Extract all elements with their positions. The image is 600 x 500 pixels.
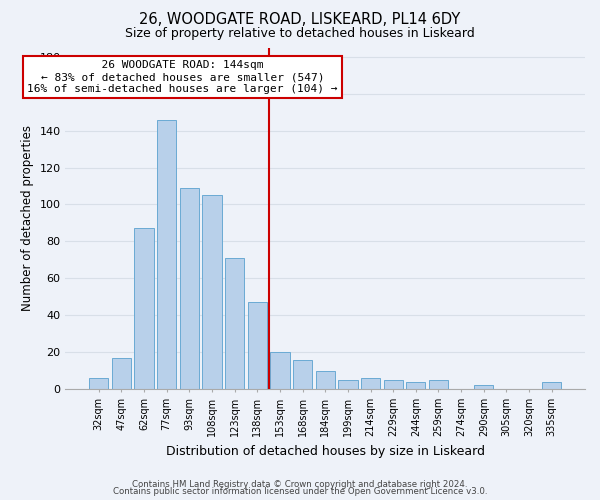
Bar (134, 228, 154, 389)
Text: 26 WOODGATE ROAD: 144sqm  
← 83% of detached houses are smaller (547)
16% of sem: 26 WOODGATE ROAD: 144sqm ← 83% of detach… (27, 60, 338, 94)
Y-axis label: Number of detached properties: Number of detached properties (21, 126, 34, 312)
Bar (89, 378, 109, 389)
X-axis label: Distribution of detached houses by size in Liskeard: Distribution of detached houses by size … (166, 444, 485, 458)
Text: Size of property relative to detached houses in Liskeard: Size of property relative to detached ho… (125, 28, 475, 40)
Bar (429, 380, 448, 389)
Bar (406, 382, 425, 389)
Bar (202, 195, 221, 389)
Bar (225, 258, 244, 389)
Bar (271, 352, 290, 389)
Bar (542, 382, 562, 389)
Bar (474, 386, 493, 389)
Bar (293, 360, 312, 389)
Bar (248, 302, 267, 389)
Bar (361, 378, 380, 389)
Bar (180, 188, 199, 389)
Bar (112, 358, 131, 389)
Bar (316, 370, 335, 389)
Text: 26, WOODGATE ROAD, LISKEARD, PL14 6DY: 26, WOODGATE ROAD, LISKEARD, PL14 6DY (139, 12, 461, 28)
Text: Contains public sector information licensed under the Open Government Licence v3: Contains public sector information licen… (113, 488, 487, 496)
Bar (157, 120, 176, 389)
Bar (383, 380, 403, 389)
Bar (338, 380, 358, 389)
Text: Contains HM Land Registry data © Crown copyright and database right 2024.: Contains HM Land Registry data © Crown c… (132, 480, 468, 489)
